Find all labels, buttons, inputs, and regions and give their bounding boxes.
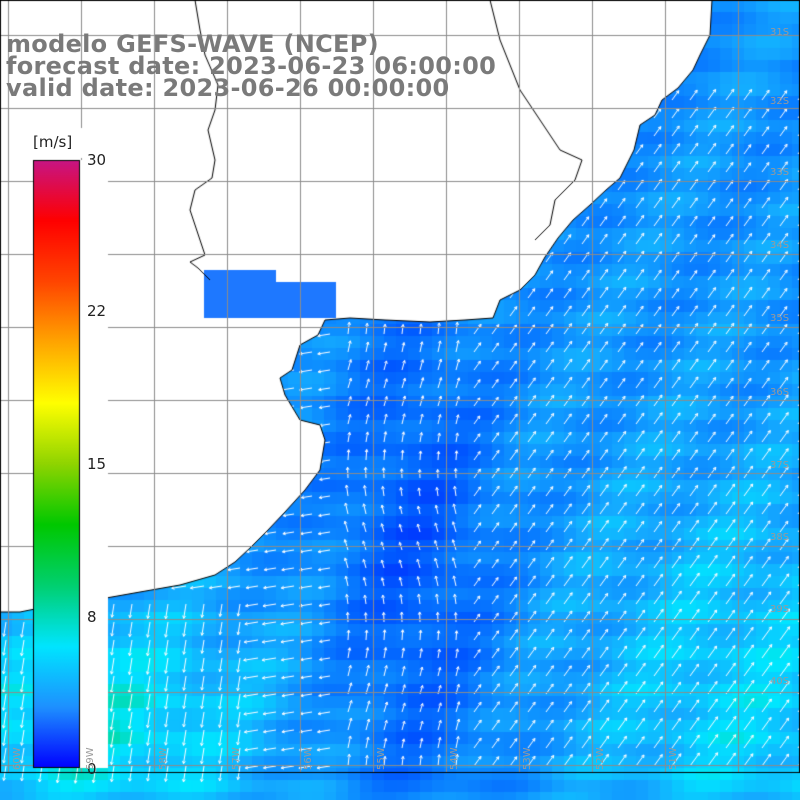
colorbar-tick-30: 30 [87,151,107,169]
lon-label: 54W [449,747,460,770]
lon-label: 52W [595,747,606,770]
colorbar-tick-0: 0 [87,760,97,778]
lon-label: 51W [668,747,679,770]
lat-label: 36S [770,387,790,398]
lon-label: 60W [12,747,23,770]
lon-label: 55W [376,747,387,770]
lon-label: 59W [85,747,96,770]
lon-label: 56W [303,747,314,770]
lat-label: 39S [770,604,790,615]
lon-label: 58W [158,747,169,770]
lat-label: 37S [770,460,790,471]
lat-label: 31S [770,27,790,38]
colorbar-tick-8: 8 [87,608,97,626]
lat-label: 33S [770,167,790,178]
lat-label: 32S [770,96,790,107]
lat-label: 35S [770,313,790,324]
lat-label: 40S [770,676,790,687]
colorbar-tick-15: 15 [87,455,107,473]
forecast-date: forecast date: 2023-06-23 06:00:00 [6,52,497,80]
lon-label: 57W [231,747,242,770]
lat-label: 38S [770,532,790,543]
lon-label: 53W [522,747,533,770]
model-title: modelo GEFS-WAVE (NCEP) [6,30,379,58]
colorbar-tick-22: 22 [87,302,107,320]
colorbar-unit-label: [m/s] [33,133,73,151]
valid-date: valid date: 2023-06-26 00:00:00 [6,74,450,102]
lat-label: 34S [770,240,790,251]
